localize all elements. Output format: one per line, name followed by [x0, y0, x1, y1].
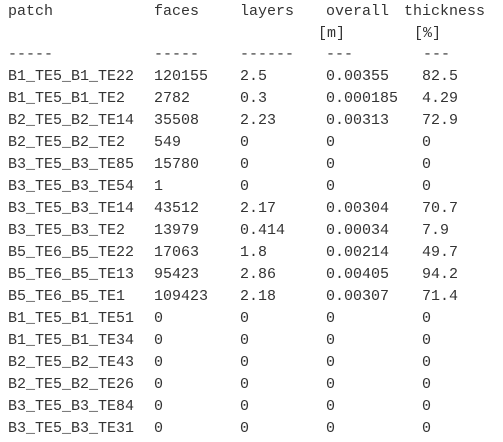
- table-cell: 0: [422, 398, 432, 415]
- table-cell: 0: [422, 420, 432, 437]
- table-cell: B2_TE5_B2_TE14: [8, 112, 135, 129]
- table-cell: 35508: [154, 112, 200, 129]
- table-cell: B1_TE5_B1_TE51: [8, 310, 135, 327]
- table-cell: 94.2: [422, 266, 459, 283]
- table-cell: 95423: [154, 266, 200, 283]
- table-cell: 109423: [154, 288, 209, 305]
- table-cell: 0.00405: [326, 266, 390, 283]
- table-cell: 0: [326, 354, 336, 371]
- table-cell: 0: [240, 310, 250, 327]
- table-cell: B1_TE5_B1_TE34: [8, 332, 135, 349]
- table-cell: B3_TE5_B3_TE14: [8, 200, 135, 217]
- table-cell: B1_TE5_B1_TE22: [8, 68, 135, 85]
- table-cell: 0.3: [240, 90, 268, 107]
- column-header: patch: [8, 3, 54, 20]
- table-cell: 82.5: [422, 68, 459, 85]
- column-header: faces: [154, 3, 200, 20]
- column-header: overall: [326, 3, 390, 20]
- table-cell: 0.00034: [326, 222, 390, 239]
- table-cell: 0: [240, 156, 250, 173]
- table-cell: 0: [326, 398, 336, 415]
- table-cell: 0: [422, 332, 432, 349]
- table-cell: 0.00214: [326, 244, 390, 261]
- table-cell: 72.9: [422, 112, 459, 129]
- separator: -----: [8, 46, 54, 63]
- table-cell: 2782: [154, 90, 191, 107]
- table-cell: 2.23: [240, 112, 277, 129]
- table-cell: B5_TE6_B5_TE22: [8, 244, 135, 261]
- table-cell: 0: [326, 332, 336, 349]
- table-cell: 0.00307: [326, 288, 390, 305]
- table-cell: 0: [240, 376, 250, 393]
- column-header: thickness: [404, 3, 486, 20]
- table-cell: 70.7: [422, 200, 459, 217]
- unit-label: [%]: [414, 25, 442, 42]
- table-cell: 0: [326, 134, 336, 151]
- table-cell: 0: [422, 354, 432, 371]
- table-cell: 0: [240, 420, 250, 437]
- separator: ---: [326, 46, 354, 63]
- unit-label: [m]: [318, 25, 346, 42]
- table-cell: 549: [154, 134, 182, 151]
- table-cell: 0: [326, 156, 336, 173]
- table-cell: 2.5: [240, 68, 268, 85]
- table-cell: 0: [154, 376, 164, 393]
- table-cell: B5_TE6_B5_TE1: [8, 288, 126, 305]
- table-cell: 0: [154, 310, 164, 327]
- table-cell: 0: [326, 420, 336, 437]
- table-cell: 0.00355: [326, 68, 390, 85]
- table-cell: 0: [240, 178, 250, 195]
- table-cell: 0.00313: [326, 112, 390, 129]
- separator: ------: [240, 46, 295, 63]
- table-cell: B1_TE5_B1_TE2: [8, 90, 126, 107]
- table-cell: 0.00304: [326, 200, 390, 217]
- table-cell: 0: [422, 156, 432, 173]
- table-cell: 49.7: [422, 244, 459, 261]
- table-cell: 43512: [154, 200, 200, 217]
- table-cell: 4.29: [422, 90, 459, 107]
- table-cell: B3_TE5_B3_TE31: [8, 420, 135, 437]
- table-cell: 0: [154, 398, 164, 415]
- table-cell: 0: [240, 398, 250, 415]
- table-cell: 0: [240, 354, 250, 371]
- table-cell: B3_TE5_B3_TE54: [8, 178, 135, 195]
- column-header: layers: [240, 3, 295, 20]
- table-cell: B3_TE5_B3_TE2: [8, 222, 126, 239]
- table-cell: 1.8: [240, 244, 268, 261]
- table-cell: 0: [240, 134, 250, 151]
- table-cell: 0: [422, 310, 432, 327]
- separator: ---: [423, 46, 451, 63]
- table-cell: 0: [326, 178, 336, 195]
- table-cell: 0: [326, 310, 336, 327]
- table-cell: 1: [154, 178, 164, 195]
- table-cell: 2.18: [240, 288, 277, 305]
- table-cell: 71.4: [422, 288, 459, 305]
- table-cell: 0.414: [240, 222, 286, 239]
- table-cell: 0: [326, 376, 336, 393]
- table-cell: B5_TE6_B5_TE13: [8, 266, 135, 283]
- table-cell: 0: [154, 420, 164, 437]
- table-cell: 0: [154, 354, 164, 371]
- table-cell: 7.9: [422, 222, 450, 239]
- table-cell: 0: [154, 332, 164, 349]
- table-cell: 17063: [154, 244, 200, 261]
- table-cell: 13979: [154, 222, 200, 239]
- table-cell: 0: [422, 376, 432, 393]
- table-cell: 2.17: [240, 200, 277, 217]
- table-cell: B2_TE5_B2_TE26: [8, 376, 135, 393]
- table-cell: 0: [422, 178, 432, 195]
- table-cell: 0.000185: [326, 90, 399, 107]
- table-cell: B2_TE5_B2_TE2: [8, 134, 126, 151]
- table-cell: B3_TE5_B3_TE84: [8, 398, 135, 415]
- table-cell: 0: [422, 134, 432, 151]
- table-cell: B3_TE5_B3_TE85: [8, 156, 135, 173]
- table-cell: 15780: [154, 156, 200, 173]
- table-cell: B2_TE5_B2_TE43: [8, 354, 135, 371]
- table-cell: 2.86: [240, 266, 277, 283]
- separator: -----: [154, 46, 200, 63]
- table-cell: 0: [240, 332, 250, 349]
- table-cell: 120155: [154, 68, 209, 85]
